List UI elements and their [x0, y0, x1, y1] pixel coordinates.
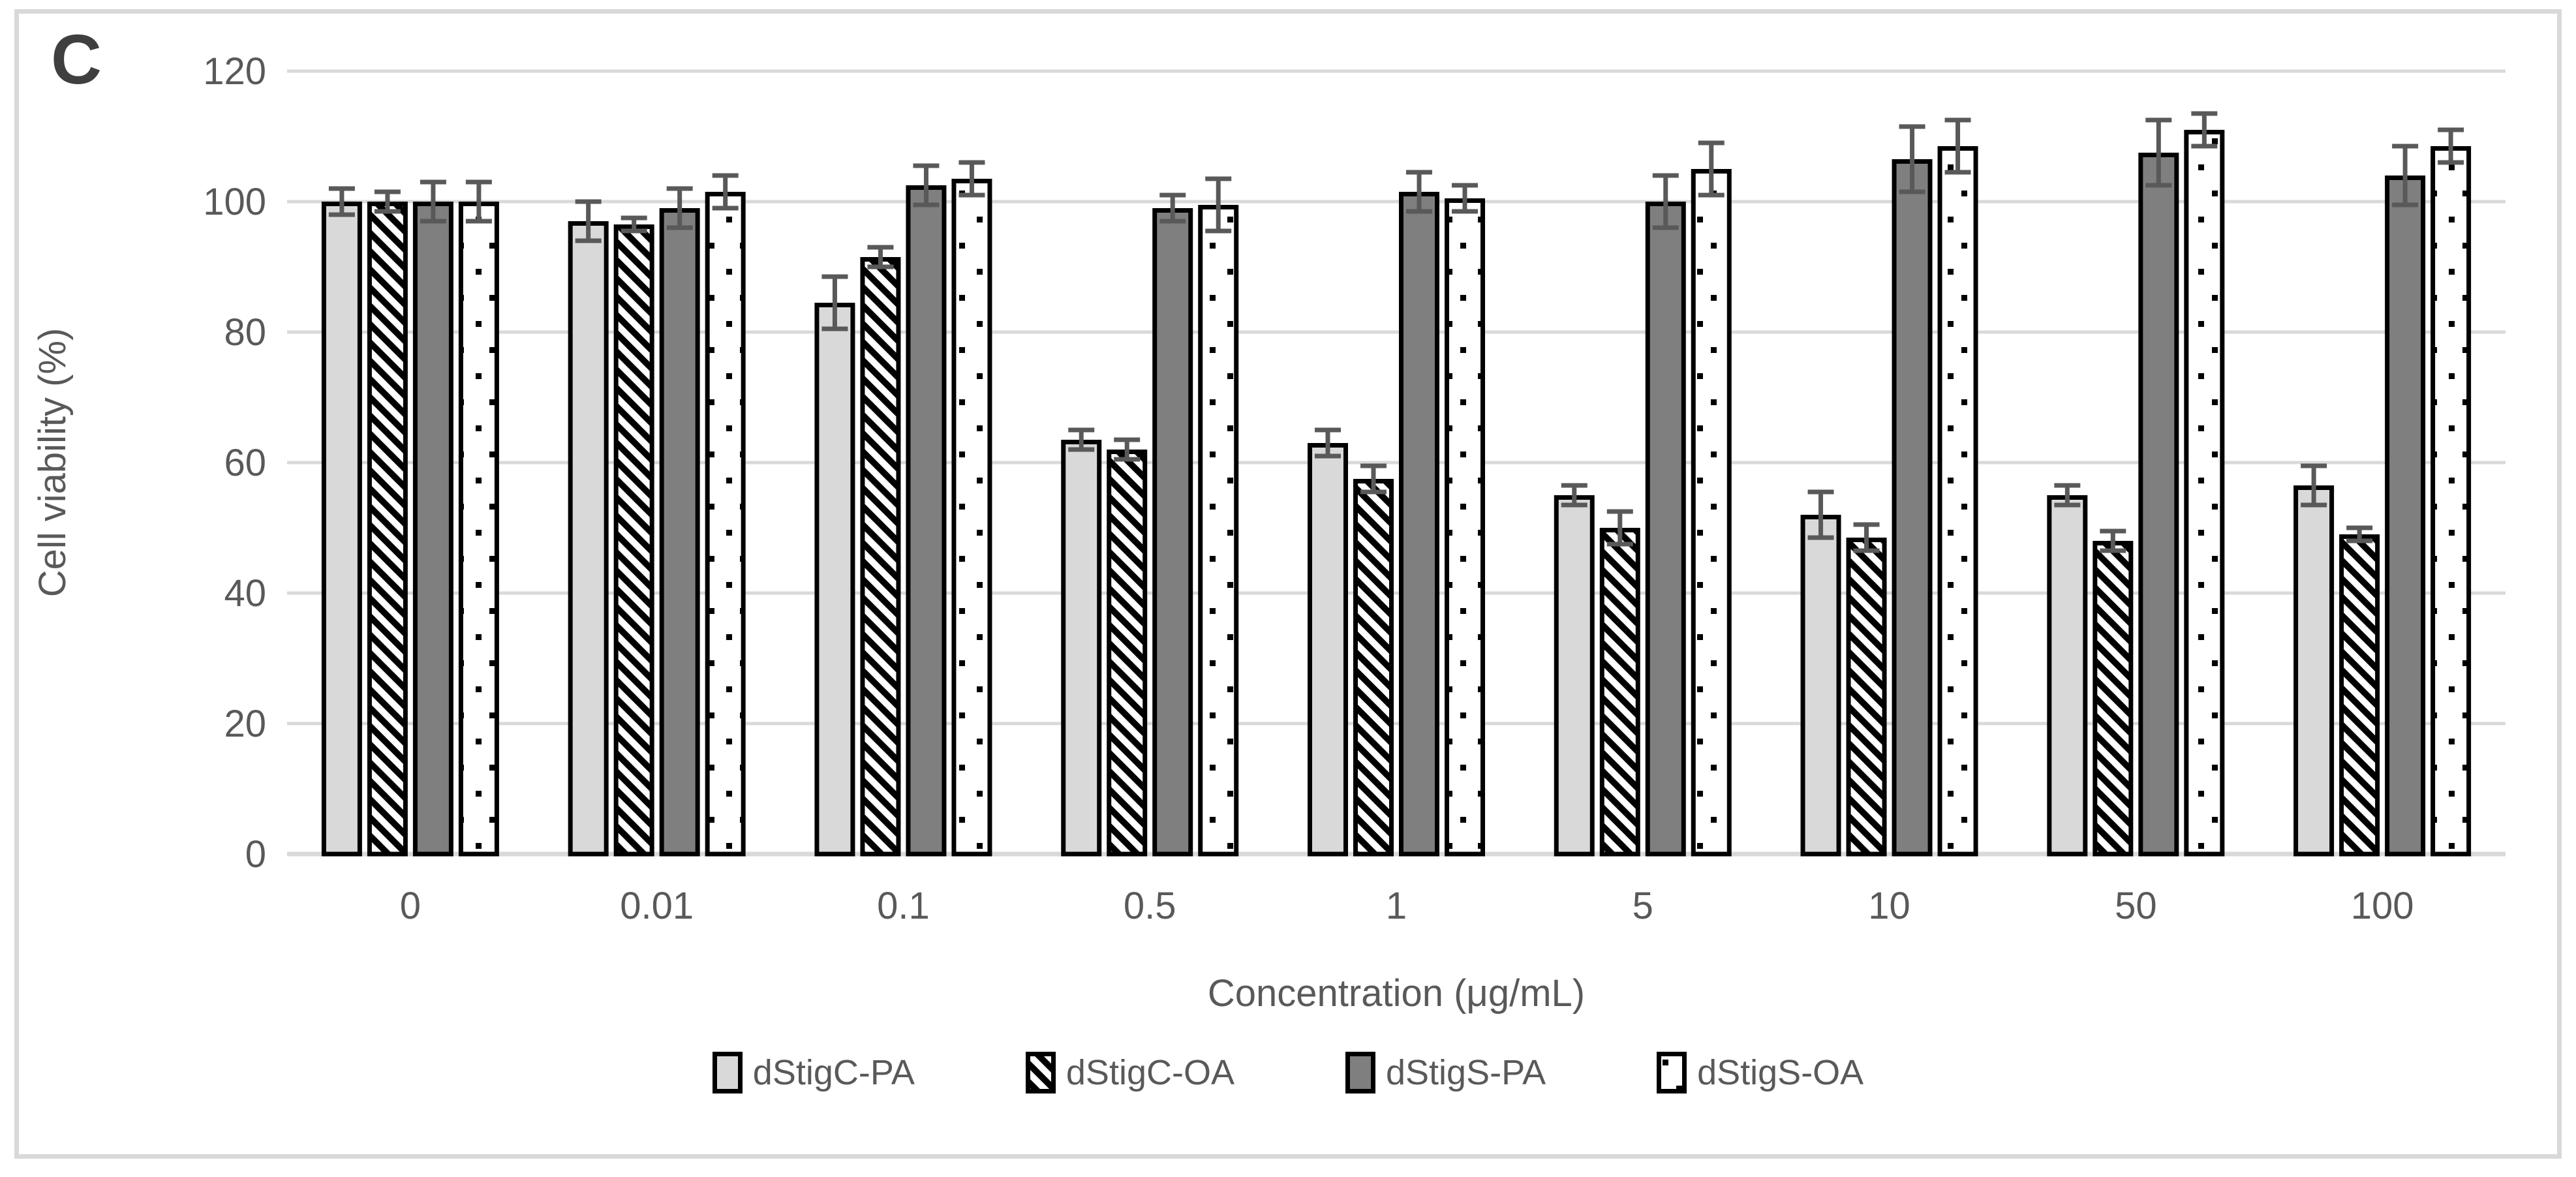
bar-dStigC-OA-10 — [1846, 538, 1887, 857]
bar-dStigC-OA-0.01 — [613, 224, 654, 857]
bar-dStigC-OA-0.5 — [1107, 450, 1148, 857]
y-tick-label: 80 — [224, 311, 266, 354]
bar-dStigS-OA-1 — [1445, 198, 1485, 857]
bar-dStigS-PA-5 — [1645, 202, 1686, 857]
bar-dStigC-OA-50 — [2093, 541, 2134, 857]
legend-item-dStigS-OA: dStigS-OA — [1657, 1052, 1863, 1093]
legend-item-dStigS-PA: dStigS-PA — [1345, 1052, 1546, 1093]
bar-series — [321, 130, 2472, 857]
bar-dStigS-PA-1 — [1399, 192, 1439, 857]
error-bars — [328, 111, 2464, 553]
y-tick-label: 0 — [245, 833, 266, 876]
bar-dStigC-OA-1 — [1353, 479, 1394, 857]
bar-dStigS-PA-0.01 — [659, 208, 700, 857]
x-tick-label: 5 — [1633, 885, 1653, 927]
bar-dStigS-OA-50 — [2184, 130, 2225, 857]
gridlines — [287, 69, 2506, 857]
bar-dStigC-OA-0 — [367, 202, 408, 857]
x-axis-title: Concentration (μg/mL) — [1208, 972, 1585, 1015]
legend-swatch — [712, 1052, 743, 1093]
x-axis-tick-labels: 0 0.01 0.1 0.5 1 5 10 50 100 — [400, 885, 2414, 927]
bar-dStigS-OA-0 — [458, 202, 499, 857]
bar-dStigC-PA-100 — [2293, 485, 2335, 857]
bar-dStigC-PA-0.5 — [1061, 440, 1102, 857]
bar-dStigS-OA-100 — [2430, 146, 2472, 857]
bar-dStigS-PA-100 — [2385, 176, 2426, 857]
bar-dStigC-PA-1 — [1308, 443, 1348, 857]
bar-dStigC-PA-0 — [321, 202, 362, 857]
y-axis-title: Cell viability (%) — [31, 328, 74, 598]
x-tick-label: 0.1 — [877, 885, 930, 927]
legend-label: dStigS-OA — [1697, 1053, 1864, 1092]
x-tick-label: 0 — [400, 885, 421, 927]
bar-dStigS-PA-0.1 — [906, 185, 947, 857]
legend-item-dStigC-PA: dStigC-PA — [712, 1052, 915, 1093]
bar-dStigS-PA-50 — [2138, 153, 2179, 857]
legend-label: dStigC-OA — [1066, 1053, 1234, 1092]
legend-swatch — [1345, 1052, 1375, 1093]
y-tick-label: 40 — [224, 572, 266, 615]
x-tick-label: 50 — [2115, 885, 2157, 927]
bar-dStigS-OA-0.1 — [951, 179, 992, 857]
legend-swatch — [1657, 1052, 1687, 1093]
x-tick-label: 100 — [2351, 885, 2414, 927]
bar-dStigS-OA-0.01 — [705, 192, 746, 857]
y-axis-tick-labels: 0 20 40 60 80 100 120 — [203, 50, 266, 876]
legend-item-dStigC-OA: dStigC-OA — [1025, 1052, 1234, 1093]
legend-label: dStigS-PA — [1385, 1053, 1546, 1092]
x-tick-label: 10 — [1868, 885, 1910, 927]
legend-swatch — [1025, 1052, 1056, 1093]
y-tick-label: 120 — [203, 50, 266, 93]
bar-dStigC-PA-0.1 — [814, 303, 855, 857]
bar-dStigS-OA-0.5 — [1198, 205, 1239, 857]
x-tick-label: 0.01 — [620, 885, 694, 927]
bar-dStigS-OA-10 — [1937, 146, 1978, 857]
bar-dStigC-OA-100 — [2339, 534, 2380, 857]
bar-dStigS-PA-0 — [412, 202, 453, 857]
bar-dStigC-PA-5 — [1554, 495, 1595, 857]
bar-dStigS-OA-5 — [1691, 169, 1732, 857]
y-tick-label: 100 — [203, 181, 266, 223]
bar-dStigC-PA-50 — [2047, 495, 2088, 857]
bar-dStigC-OA-5 — [1599, 528, 1640, 857]
bar-dStigC-PA-10 — [1800, 515, 1841, 857]
legend-label: dStigC-PA — [752, 1053, 915, 1092]
x-tick-label: 1 — [1386, 885, 1407, 927]
x-tick-label: 0.5 — [1124, 885, 1176, 927]
chart-legend: dStigC-PA dStigC-OA dStigS-PA dStigS-OA — [0, 1052, 2576, 1093]
bar-dStigS-PA-0.5 — [1152, 208, 1193, 857]
y-tick-label: 20 — [224, 703, 266, 745]
bar-dStigS-PA-10 — [1892, 159, 1933, 857]
bar-dStigC-OA-0.1 — [860, 257, 901, 857]
y-tick-label: 60 — [224, 442, 266, 484]
bar-dStigC-PA-0.01 — [568, 221, 609, 857]
panel-letter: C — [51, 20, 102, 99]
